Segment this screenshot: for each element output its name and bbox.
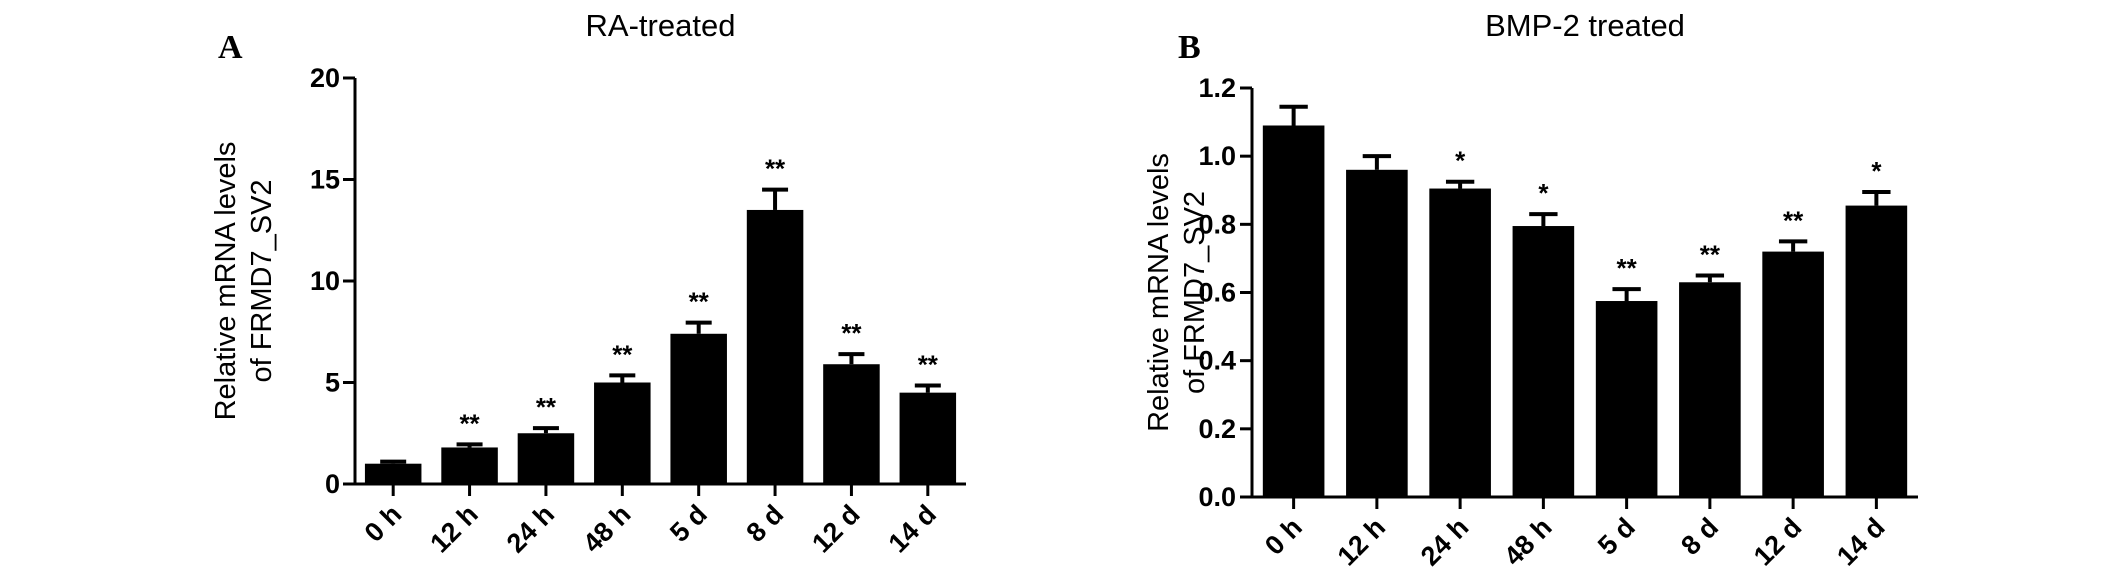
x-tick-label: 5 d <box>1592 512 1641 561</box>
bar <box>670 333 727 484</box>
y-tick-label: 10 <box>310 266 340 296</box>
x-tick-label: 12 h <box>424 499 483 558</box>
bar <box>1346 169 1408 498</box>
x-tick-label: 5 d <box>664 499 713 548</box>
bar <box>1512 226 1575 497</box>
bar <box>746 209 804 484</box>
x-tick-label: 12 h <box>1332 512 1391 571</box>
y-tick-label: 20 <box>310 63 340 93</box>
chart-panel-a: A RA-treated Relative mRNA levels of FRMD7_… <box>210 8 966 558</box>
bar <box>1429 188 1491 497</box>
y-tick-label: 0.4 <box>1198 346 1236 376</box>
y-tick-label: 0.6 <box>1198 278 1236 308</box>
y-axis-label-line: Relative mRNA levels <box>1143 153 1175 432</box>
significance-marker: * <box>1871 156 1882 186</box>
bar <box>1762 251 1824 497</box>
y-tick-label: 1.2 <box>1198 73 1236 103</box>
significance-marker: * <box>1538 178 1549 208</box>
x-tick-label: 24 h <box>1415 512 1474 571</box>
y-axis-label: Relative mRNA levels of FRMD7_SV2 <box>1143 153 1211 432</box>
y-tick-label: 5 <box>325 368 340 398</box>
significance-marker: ** <box>459 408 480 438</box>
panel-letter: B <box>1178 29 1201 66</box>
significance-marker: ** <box>841 318 862 348</box>
x-tick-label: 12 d <box>1748 512 1807 571</box>
x-tick-label: 24 h <box>501 499 560 558</box>
y-axis-label-line: Relative mRNA levels <box>210 142 242 421</box>
significance-marker: ** <box>612 339 633 369</box>
bar <box>594 382 651 484</box>
x-tick-label: 8 d <box>1675 512 1724 561</box>
bar <box>1679 282 1741 497</box>
panel-letter: A <box>218 29 243 66</box>
y-tick-label: 0.8 <box>1198 209 1236 239</box>
chart-panel-b: B BMP-2 treated Relative mRNA levels of FRM… <box>1143 8 1918 571</box>
y-axis-label: Relative mRNA levels of FRMD7_SV2 <box>210 142 278 421</box>
bar <box>517 433 575 484</box>
significance-marker: * <box>1455 146 1466 176</box>
bar <box>1595 301 1658 497</box>
y-tick-label: 15 <box>310 165 340 195</box>
x-tick-label: 14 d <box>883 499 942 558</box>
y-tick-label: 0.2 <box>1198 414 1236 444</box>
significance-marker: ** <box>918 350 939 380</box>
y-tick-label: 0 <box>325 469 340 499</box>
x-tick-label: 0 h <box>1259 512 1308 561</box>
significance-marker: ** <box>1700 239 1721 269</box>
chart-title: RA-treated <box>586 8 736 43</box>
y-axis-label-line: of FRMD7_SV2 <box>246 179 278 382</box>
x-tick-label: 48 h <box>1498 512 1557 571</box>
x-tick-label: 0 h <box>359 499 408 548</box>
y-tick-label: 0.0 <box>1198 482 1236 512</box>
significance-marker: ** <box>765 154 786 184</box>
bar <box>1262 125 1325 497</box>
significance-marker: ** <box>1617 253 1638 283</box>
bar <box>823 364 880 484</box>
x-tick-label: 48 h <box>577 499 636 558</box>
y-axis-label-line: of FRMD7_SV2 <box>1179 191 1211 394</box>
bar <box>364 463 422 484</box>
bar <box>899 392 957 484</box>
bar <box>1845 205 1908 497</box>
x-tick-label: 8 d <box>741 499 790 548</box>
significance-marker: ** <box>689 287 710 317</box>
significance-marker: ** <box>1783 205 1804 235</box>
chart-title: BMP-2 treated <box>1485 8 1685 43</box>
bar <box>441 447 498 484</box>
x-tick-label: 14 d <box>1831 512 1890 571</box>
y-tick-label: 1.0 <box>1198 141 1236 171</box>
x-tick-label: 12 d <box>806 499 865 558</box>
significance-marker: ** <box>536 392 557 422</box>
